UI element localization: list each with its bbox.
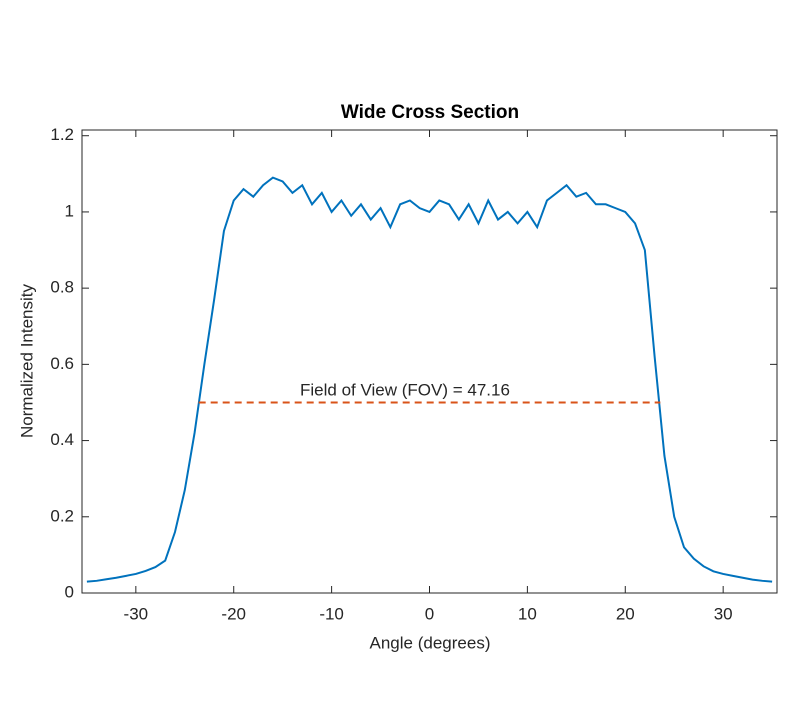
x-tick-label: 20: [616, 604, 635, 623]
y-tick-label: 0: [65, 582, 74, 601]
chart-title: Wide Cross Section: [341, 102, 519, 123]
plot-frame: [81, 129, 778, 594]
y-tick-label: 0.2: [50, 506, 74, 525]
series-line: [86, 176, 773, 583]
y-tick-label: 0.8: [50, 278, 74, 297]
x-axis-label: Angle (degrees): [370, 633, 491, 652]
y-tick-label: 0.4: [50, 430, 74, 449]
x-tick-label: 30: [714, 604, 733, 623]
y-tick-label: 1: [65, 201, 74, 220]
x-tick-label: -30: [124, 604, 149, 623]
x-tick-label: -10: [319, 604, 344, 623]
x-tick-label: 10: [518, 604, 537, 623]
y-tick-label: 0.6: [50, 354, 74, 373]
y-axis-label: Normalized Intensity: [17, 284, 36, 439]
annotation: Field of View (FOV) = 47.16: [300, 380, 510, 399]
y-tick-label: 1.2: [50, 125, 74, 144]
x-tick-label: 0: [425, 604, 434, 623]
x-tick-label: -20: [221, 604, 246, 623]
